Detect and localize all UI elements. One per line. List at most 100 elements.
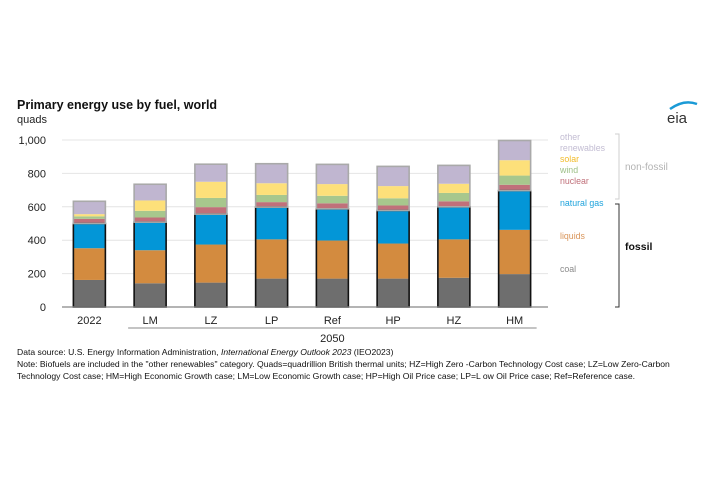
bar-segment-solar	[255, 183, 288, 195]
bar-segment-coal	[194, 282, 227, 307]
y-tick-label: 1,000	[18, 135, 46, 147]
bar-segment-nuclear	[194, 207, 227, 215]
bar-2022	[72, 200, 107, 308]
bar-segment-solar	[498, 160, 531, 176]
legend-solar: solar	[560, 154, 579, 164]
bar-segment-solar	[194, 181, 227, 198]
bar-segment-liquids	[498, 229, 531, 275]
legend-group-non-fossil: non-fossil	[625, 162, 668, 173]
legend-wind: wind	[559, 165, 578, 175]
bar-segment-solar	[73, 214, 106, 217]
nonfossil-outline	[133, 183, 167, 223]
chart-units: quads	[17, 114, 47, 126]
bar-segment-other-renewables	[316, 164, 349, 185]
eia-logo-arc-icon	[669, 101, 698, 111]
bar-segment-liquids	[316, 240, 349, 279]
fossil-bracket	[615, 203, 620, 308]
bar-segment-natural-gas	[437, 206, 470, 240]
y-tick-label: 200	[28, 269, 46, 281]
source-prefix: Data source: U.S. Energy Information Adm…	[17, 347, 219, 357]
chart-notes: Data source: U.S. Energy Information Adm…	[17, 346, 707, 382]
y-axis-ticks: 0 200 400 600 800 1,000	[18, 135, 46, 314]
bar-segment-solar	[316, 184, 349, 196]
bar-segment-other-renewables	[377, 166, 410, 187]
bar-segment-other-renewables	[73, 201, 106, 215]
y-tick-label: 400	[28, 235, 46, 247]
bar-segment-natural-gas	[255, 207, 288, 240]
bar-segment-coal	[316, 278, 349, 307]
legend-other-renewables-line2: renewables	[560, 143, 606, 153]
bar-Ref	[315, 163, 350, 308]
y-tick-label: 600	[28, 202, 46, 214]
bar-segment-natural-gas	[194, 214, 227, 245]
bar-segment-coal	[255, 278, 288, 307]
x-tick-label: LZ	[204, 315, 217, 327]
bar-segment-natural-gas	[498, 190, 531, 230]
bar-segment-wind	[498, 175, 531, 185]
x-tick-label: LM	[142, 315, 157, 327]
bar-segment-wind	[194, 197, 227, 208]
x-tick-label: HZ	[447, 315, 462, 327]
bar-LZ	[194, 163, 228, 308]
x-tick-label: HM	[506, 315, 523, 327]
bar-segment-wind	[377, 198, 410, 206]
bar-segment-liquids	[437, 239, 470, 278]
bar-segment-liquids	[194, 244, 227, 283]
bar-HM	[497, 139, 532, 308]
bar-LM	[133, 183, 167, 308]
nonfossil-outline	[254, 162, 289, 208]
bar-segment-solar	[134, 200, 167, 211]
bar-segment-coal	[437, 277, 470, 307]
bar-segment-other-renewables	[255, 163, 288, 184]
eia-logo-text: eia	[667, 110, 688, 126]
bar-segment-liquids	[134, 250, 167, 284]
bar-segment-nuclear	[134, 217, 167, 223]
bar-segment-wind	[73, 216, 106, 219]
bar-segment-other-renewables	[194, 164, 227, 182]
bar-LP	[254, 162, 289, 308]
bar-segment-nuclear	[377, 205, 410, 211]
bar-segment-liquids	[377, 243, 410, 279]
bar-HZ	[437, 164, 471, 308]
legend-coal: coal	[560, 264, 576, 274]
legend-group-fossil: fossil	[625, 241, 653, 253]
bar-segment-coal	[377, 278, 410, 307]
bar-segment-liquids	[255, 239, 288, 279]
note-text: Note: Biofuels are included in the "othe…	[17, 359, 670, 381]
bar-segment-other-renewables	[498, 140, 531, 161]
x-tick-label: 2022	[77, 315, 101, 327]
bar-segment-other-renewables	[437, 165, 470, 184]
non-fossil-bracket	[615, 133, 620, 200]
nonfossil-outline	[194, 163, 228, 215]
bar-segment-coal	[134, 283, 167, 307]
bar-segment-wind	[255, 194, 288, 203]
legend-other-renewables-line1: other	[560, 132, 580, 142]
data-source: Data source: U.S. Energy Information Adm…	[17, 346, 707, 358]
nonfossil-outline	[497, 139, 532, 192]
bar-segment-solar	[377, 186, 410, 199]
nonfossil-outline	[72, 200, 107, 225]
source-suffix: (IEO2023)	[353, 347, 394, 357]
bar-segment-nuclear	[437, 201, 470, 207]
chart-title: Primary energy use by fuel, world	[17, 98, 218, 112]
bar-segment-natural-gas	[377, 210, 410, 244]
bar-segment-solar	[437, 183, 470, 193]
y-tick-label: 0	[40, 302, 46, 314]
bar-segment-natural-gas	[134, 222, 167, 251]
x-tick-label: LP	[265, 315, 278, 327]
group-label-2050: 2050	[320, 333, 344, 345]
x-axis: 2022 LM LZ LP Ref HP HZ HM 2050	[62, 306, 548, 345]
bar-segment-nuclear	[73, 218, 106, 224]
bar-segment-coal	[498, 274, 531, 307]
bar-segment-nuclear	[498, 184, 531, 191]
legend-nuclear: nuclear	[560, 176, 589, 186]
bars	[72, 139, 532, 308]
eia-logo: eia	[667, 101, 698, 126]
bar-segment-nuclear	[316, 203, 349, 209]
bar-segment-nuclear	[255, 202, 288, 208]
nonfossil-outline	[315, 163, 350, 210]
bar-segment-wind	[134, 210, 167, 218]
bar-segment-natural-gas	[73, 223, 106, 249]
